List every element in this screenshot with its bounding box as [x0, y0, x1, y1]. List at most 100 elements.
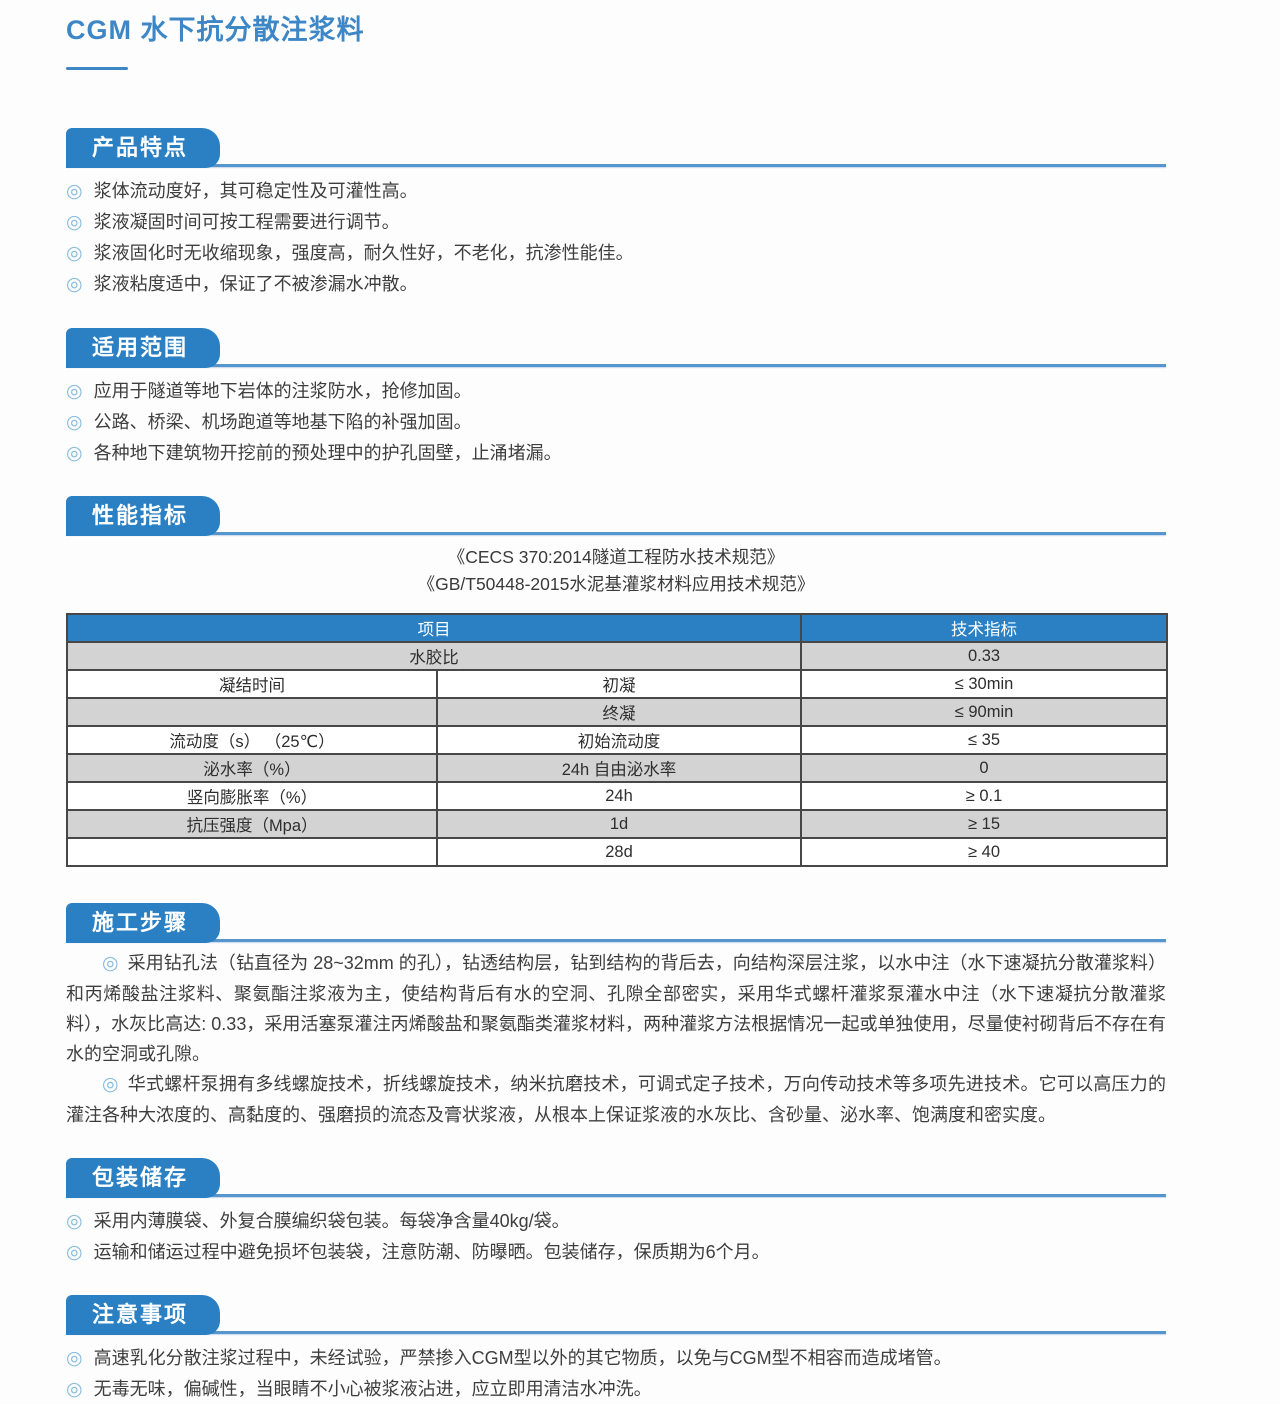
- list-item: ◎ 浆体流动度好，其可稳定性及可灌性高。: [66, 176, 1166, 207]
- section-head-performance: 性能指标: [66, 496, 1166, 536]
- features-list: ◎ 浆体流动度好，其可稳定性及可灌性高。 ◎ 浆液凝固时间可按工程需要进行调节。 ◎…: [66, 176, 1166, 300]
- section-title-packaging: 包装储存: [66, 1158, 221, 1198]
- table-row: 28d ≥ 40: [66, 837, 1168, 867]
- section-title-scope: 适用范围: [66, 328, 221, 368]
- table-cell-item: 泌水率（%）: [66, 753, 438, 783]
- list-item-text: 浆液固化时无收缩现象，强度高，耐久性好，不老化，抗渗性能佳。: [93, 243, 634, 263]
- table-row: 终凝 ≤ 90min: [66, 697, 1168, 727]
- bullseye-icon: ◎: [102, 1074, 119, 1095]
- table-cell-item: [66, 697, 438, 727]
- bullseye-icon: ◎: [66, 381, 83, 402]
- table-cell-item: 竖向膨胀率（%）: [66, 781, 438, 811]
- packaging-list: ◎ 采用内薄膜袋、外复合膜编织袋包装。每袋净含量40kg/袋。 ◎ 运输和储运过程中…: [66, 1206, 1166, 1268]
- bullseye-icon: ◎: [66, 1242, 83, 1263]
- list-item-text: 运输和储运过程中避免损坏包装袋，注意防潮、防曝晒。包装储存，保质期为6个月。: [93, 1242, 770, 1262]
- table-cell-item: 水胶比: [66, 641, 802, 671]
- bullseye-icon: ◎: [66, 1211, 83, 1232]
- notes-list: ◎ 高速乳化分散注浆过程中，未经试验，严禁掺入CGM型以外的其它物质，以免与CGM…: [66, 1343, 1166, 1405]
- table-row: 竖向膨胀率（%） 24h ≥ 0.1: [66, 781, 1168, 811]
- steps-paragraphs: ◎ 采用钻孔法（钻直径为 28~32mm 的孔），钻透结构层，钻到结构的背后去，向…: [66, 948, 1166, 1130]
- bullseye-icon: ◎: [66, 443, 83, 464]
- section-title-notes: 注意事项: [66, 1295, 221, 1335]
- table-cell-spec: ≤ 90min: [800, 697, 1168, 727]
- list-item: ◎ 各种地下建筑物开挖前的预处理中的护孔固壁，止涌堵漏。: [66, 438, 1166, 469]
- table-cell-spec: ≥ 15: [800, 809, 1168, 839]
- list-item: ◎ 采用内薄膜袋、外复合膜编织袋包装。每袋净含量40kg/袋。: [66, 1206, 1166, 1237]
- section-title-features: 产品特点: [66, 128, 221, 168]
- section-head-scope: 适用范围: [66, 328, 1166, 368]
- section-rule: [66, 532, 1166, 535]
- section-head-features: 产品特点: [66, 128, 1166, 168]
- standard-line: 《CECS 370:2014隧道工程防水技术规范》: [447, 547, 785, 567]
- table-cell-sub: 终凝: [436, 697, 802, 727]
- table-cell-sub: 24h 自由泌水率: [436, 753, 802, 783]
- list-item-text: 浆液粘度适中，保证了不被渗漏水冲散。: [93, 274, 418, 294]
- list-item: ◎ 浆液凝固时间可按工程需要进行调节。: [66, 207, 1166, 238]
- bullseye-icon: ◎: [66, 1379, 83, 1400]
- table-header-item: 项目: [66, 613, 802, 643]
- list-item: ◎ 公路、桥梁、机场跑道等地基下陷的补强加固。: [66, 407, 1166, 438]
- list-item: ◎ 高速乳化分散注浆过程中，未经试验，严禁掺入CGM型以外的其它物质，以免与CGM…: [66, 1343, 1166, 1374]
- section-title-steps: 施工步骤: [66, 903, 221, 943]
- list-item-text: 浆体流动度好，其可稳定性及可灌性高。: [93, 181, 418, 201]
- list-item-text: 采用内薄膜袋、外复合膜编织袋包装。每袋净含量40kg/袋。: [93, 1211, 570, 1231]
- section-head-steps: 施工步骤: [66, 903, 1166, 943]
- list-item: ◎ 浆液固化时无收缩现象，强度高，耐久性好，不老化，抗渗性能佳。: [66, 238, 1166, 269]
- table-cell-sub: 28d: [436, 837, 802, 867]
- table-cell-sub: 1d: [436, 809, 802, 839]
- list-item-text: 高速乳化分散注浆过程中，未经试验，严禁掺入CGM型以外的其它物质，以免与CGM型…: [93, 1348, 952, 1368]
- scope-list: ◎ 应用于隧道等地下岩体的注浆防水，抢修加固。 ◎ 公路、桥梁、机场跑道等地基下陷的…: [66, 376, 1166, 469]
- table-cell-sub: 24h: [436, 781, 802, 811]
- step-paragraph: ◎ 采用钻孔法（钻直径为 28~32mm 的孔），钻透结构层，钻到结构的背后去，向…: [66, 948, 1166, 1069]
- table-row: 水胶比 0.33: [66, 641, 1168, 671]
- table-cell-item: 凝结时间: [66, 669, 438, 699]
- standards-references: 《CECS 370:2014隧道工程防水技术规范》 《GB/T50448-201…: [66, 544, 1166, 598]
- list-item-text: 公路、桥梁、机场跑道等地基下陷的补强加固。: [93, 412, 472, 432]
- table-cell-item: 抗压强度（Mpa）: [66, 809, 438, 839]
- bullseye-icon: ◎: [66, 412, 83, 433]
- table-cell-spec: 0.33: [800, 641, 1168, 671]
- table-cell-spec: ≥ 0.1: [800, 781, 1168, 811]
- table-cell-spec: ≤ 35: [800, 725, 1168, 755]
- step-paragraph: ◎ 华式螺杆泵拥有多线螺旋技术，折线螺旋技术，纳米抗磨技术，可调式定子技术，万向传…: [66, 1069, 1166, 1130]
- standard-line: 《GB/T50448-2015水泥基灌浆材料应用技术规范》: [417, 574, 815, 594]
- list-item-text: 应用于隧道等地下岩体的注浆防水，抢修加固。: [93, 381, 472, 401]
- list-item-text: 无毒无味，偏碱性，当眼睛不小心被浆液沾进，应立即用清洁水冲洗。: [93, 1379, 652, 1399]
- table-row: 流动度（s） （25℃） 初始流动度 ≤ 35: [66, 725, 1168, 755]
- list-item-text: 浆液凝固时间可按工程需要进行调节。: [93, 212, 400, 232]
- step-text: 采用钻孔法（钻直径为 28~32mm 的孔），钻透结构层，钻到结构的背后去，向结…: [66, 953, 1166, 1064]
- page-title: CGM 水下抗分散注浆料: [66, 15, 365, 45]
- section-rule: [66, 939, 1166, 942]
- table-row: 抗压强度（Mpa） 1d ≥ 15: [66, 809, 1168, 839]
- section-head-notes: 注意事项: [66, 1295, 1166, 1335]
- bullseye-icon: ◎: [66, 212, 83, 233]
- table-cell-spec: ≥ 40: [800, 837, 1168, 867]
- table-cell-item: 流动度（s） （25℃）: [66, 725, 438, 755]
- table-cell-spec: 0: [800, 753, 1168, 783]
- section-rule: [66, 164, 1166, 167]
- list-item-text: 各种地下建筑物开挖前的预处理中的护孔固壁，止涌堵漏。: [93, 443, 562, 463]
- table-cell-sub: 初始流动度: [436, 725, 802, 755]
- table-header-spec: 技术指标: [800, 613, 1168, 643]
- bullseye-icon: ◎: [66, 243, 83, 264]
- table-cell-spec: ≤ 30min: [800, 669, 1168, 699]
- spec-table: 项目 技术指标 水胶比 0.33 凝结时间 初凝 ≤ 30min 终凝 ≤ 90…: [66, 613, 1168, 867]
- table-cell-item: [66, 837, 438, 867]
- bullseye-icon: ◎: [66, 274, 83, 295]
- bullseye-icon: ◎: [102, 953, 119, 974]
- step-text: 华式螺杆泵拥有多线螺旋技术，折线螺旋技术，纳米抗磨技术，可调式定子技术，万向传动…: [66, 1074, 1166, 1125]
- title-underline: [66, 67, 128, 70]
- section-head-packaging: 包装储存: [66, 1158, 1166, 1198]
- bullseye-icon: ◎: [66, 181, 83, 202]
- list-item: ◎ 运输和储运过程中避免损坏包装袋，注意防潮、防曝晒。包装储存，保质期为6个月。: [66, 1237, 1166, 1268]
- section-rule: [66, 1194, 1166, 1197]
- section-rule: [66, 364, 1166, 367]
- list-item: ◎ 浆液粘度适中，保证了不被渗漏水冲散。: [66, 269, 1166, 300]
- list-item: ◎ 无毒无味，偏碱性，当眼睛不小心被浆液沾进，应立即用清洁水冲洗。: [66, 1374, 1166, 1405]
- table-row: 泌水率（%） 24h 自由泌水率 0: [66, 753, 1168, 783]
- table-cell-sub: 初凝: [436, 669, 802, 699]
- table-row: 凝结时间 初凝 ≤ 30min: [66, 669, 1168, 699]
- table-header-row: 项目 技术指标: [66, 613, 1168, 643]
- section-rule: [66, 1331, 1166, 1334]
